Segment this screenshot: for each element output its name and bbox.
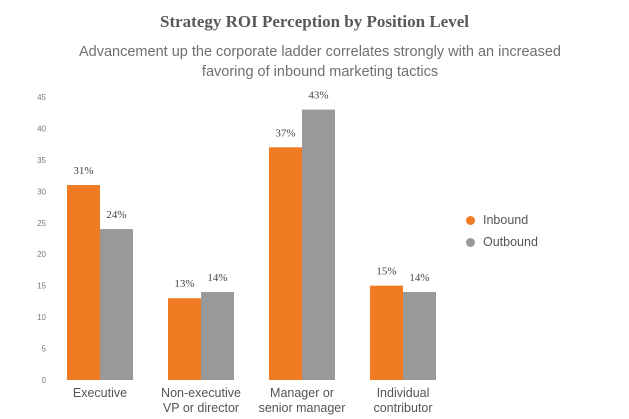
x-tick-label: senior manager (259, 401, 346, 415)
x-tick-label: contributor (373, 401, 432, 415)
x-tick-label: Non-executive (161, 386, 241, 400)
data-label: 14% (409, 272, 429, 284)
y-tick-label: 40 (37, 124, 46, 133)
legend-item-outbound: Outbound (466, 232, 538, 252)
data-label: 13% (174, 278, 194, 290)
y-tick-label: 25 (37, 219, 46, 228)
legend-label-inbound: Inbound (483, 213, 529, 227)
bar-inbound (168, 298, 201, 380)
y-tick-label: 10 (37, 313, 46, 322)
bar-outbound (201, 291, 234, 380)
y-tick-label: 0 (42, 376, 47, 385)
bar-inbound (370, 285, 403, 380)
y-tick-label: 30 (37, 187, 46, 196)
y-tick-label: 45 (37, 93, 46, 102)
legend-label-outbound: Outbound (483, 235, 538, 249)
y-tick-label: 15 (37, 282, 46, 291)
bar-outbound (100, 229, 133, 380)
chart-title: Strategy ROI Perception by Position Leve… (160, 12, 469, 31)
data-label: 37% (275, 127, 295, 139)
x-tick-label: Executive (73, 386, 127, 400)
y-tick-label: 35 (37, 156, 46, 165)
data-label: 43% (308, 90, 328, 102)
bar-inbound (67, 185, 100, 380)
x-tick-label: Individual (377, 386, 430, 400)
x-tick-label: VP or director (163, 401, 239, 415)
x-tick-label: Manager or (270, 386, 334, 400)
y-tick-label: 20 (37, 250, 46, 259)
legend: Inbound Outbound (466, 210, 538, 254)
legend-item-inbound: Inbound (466, 210, 538, 230)
bar-outbound (302, 109, 335, 381)
chart-subtitle: Advancement up the corporate ladder corr… (79, 44, 561, 80)
bar-inbound (269, 147, 302, 380)
y-tick-label: 5 (42, 345, 47, 354)
bar-outbound (403, 291, 436, 380)
data-label: 14% (207, 272, 227, 284)
legend-swatch-outbound (466, 237, 475, 247)
data-label: 24% (106, 209, 126, 221)
data-label: 15% (376, 266, 396, 278)
data-label: 31% (73, 165, 93, 177)
legend-swatch-inbound (466, 215, 475, 225)
